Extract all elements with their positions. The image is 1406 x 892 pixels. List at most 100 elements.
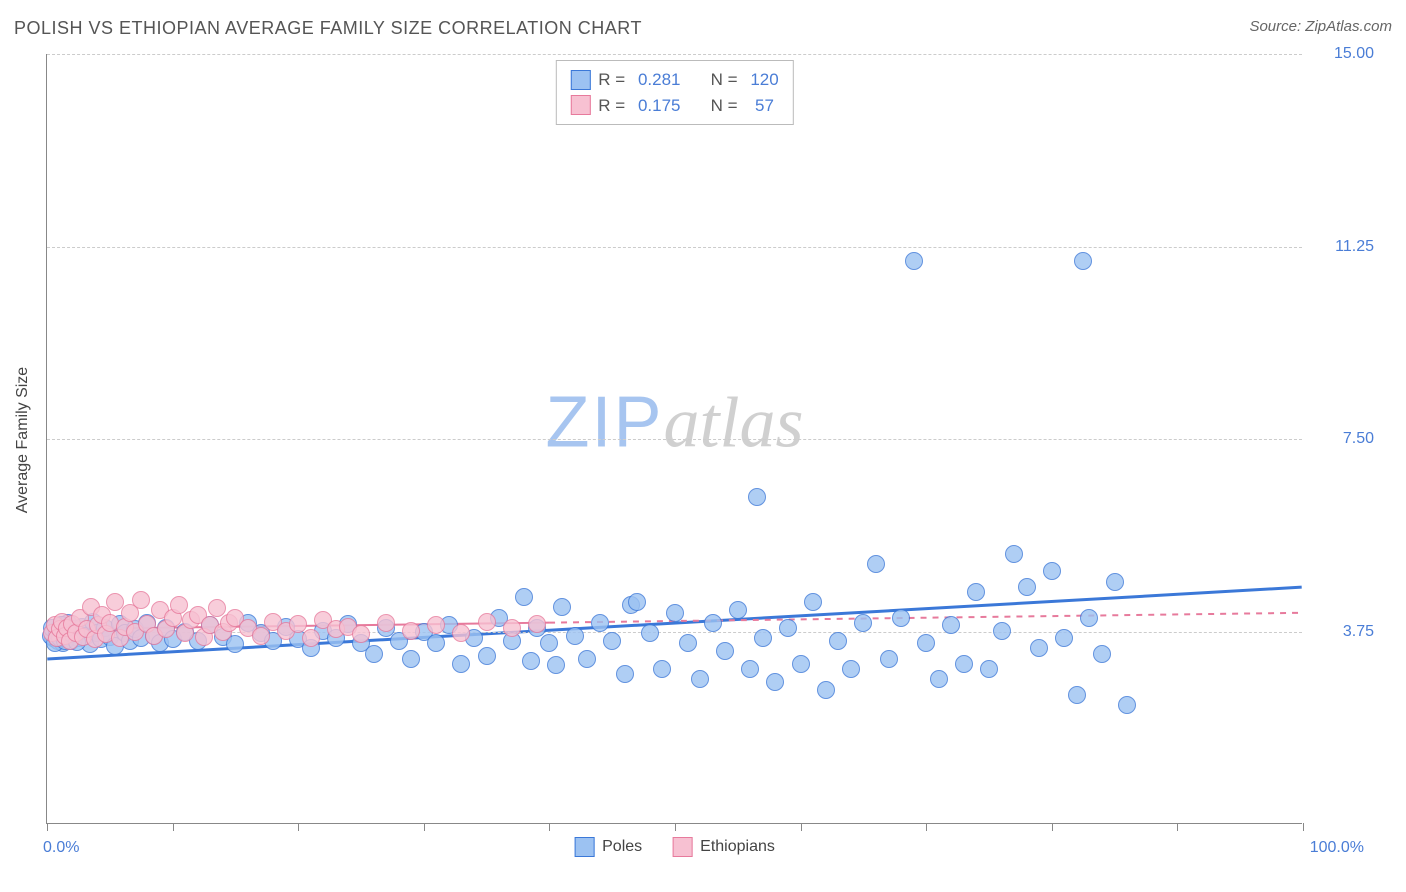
- data-point-poles: [77, 627, 95, 645]
- data-point-ethiopians: [132, 591, 150, 609]
- data-point-poles: [917, 634, 935, 652]
- legend-swatch-poles: [574, 837, 594, 857]
- stats-row-poles: R = 0.281 N = 120: [570, 67, 778, 93]
- data-point-poles: [264, 632, 282, 650]
- data-point-ethiopians: [51, 620, 69, 638]
- plot-area: ZIPatlas R = 0.281 N = 120 R = 0.175 N =…: [46, 54, 1302, 824]
- data-point-ethiopians: [53, 613, 71, 631]
- data-point-poles: [892, 609, 910, 627]
- data-point-poles: [854, 614, 872, 632]
- data-point-ethiopians: [106, 593, 124, 611]
- data-point-poles: [766, 673, 784, 691]
- data-point-poles: [540, 634, 558, 652]
- data-point-poles: [49, 632, 67, 650]
- data-point-poles: [48, 624, 66, 642]
- data-point-poles: [239, 614, 257, 632]
- x-tick: [424, 823, 425, 831]
- data-point-poles: [1068, 686, 1086, 704]
- stats-n-value: 57: [755, 93, 774, 119]
- data-point-poles: [377, 619, 395, 637]
- data-point-ethiopians: [93, 606, 111, 624]
- data-point-poles: [779, 619, 797, 637]
- data-point-poles: [81, 635, 99, 653]
- data-point-poles: [867, 555, 885, 573]
- data-point-ethiopians: [86, 630, 104, 648]
- data-point-poles: [792, 655, 810, 673]
- data-point-poles: [591, 614, 609, 632]
- swatch-ethiopians: [570, 95, 590, 115]
- data-point-ethiopians: [452, 624, 470, 642]
- data-point-poles: [528, 619, 546, 637]
- data-point-poles: [829, 632, 847, 650]
- data-point-ethiopians: [176, 624, 194, 642]
- x-tick: [926, 823, 927, 831]
- y-tick-label: 3.75: [1314, 623, 1374, 641]
- data-point-poles: [716, 642, 734, 660]
- data-point-poles: [967, 583, 985, 601]
- legend-item-ethiopians: Ethiopians: [672, 837, 775, 857]
- data-point-poles: [478, 647, 496, 665]
- data-point-poles: [314, 622, 332, 640]
- data-point-poles: [522, 652, 540, 670]
- data-point-ethiopians: [352, 625, 370, 643]
- data-point-poles: [842, 660, 860, 678]
- data-point-ethiopians: [327, 620, 345, 638]
- legend-label: Poles: [602, 838, 642, 856]
- y-tick-label: 15.00: [1314, 45, 1374, 63]
- data-point-ethiopians: [377, 614, 395, 632]
- y-tick-label: 11.25: [1314, 238, 1374, 256]
- data-point-poles: [43, 619, 61, 637]
- data-point-poles: [905, 252, 923, 270]
- data-point-ethiopians: [67, 624, 85, 642]
- y-gridline: [47, 54, 1302, 55]
- data-point-poles: [427, 634, 445, 652]
- data-point-poles: [92, 630, 110, 648]
- stats-row-ethiopians: R = 0.175 N = 57: [570, 93, 778, 119]
- data-point-poles: [1074, 252, 1092, 270]
- y-gridline: [47, 632, 1302, 633]
- data-point-poles: [503, 632, 521, 650]
- data-point-poles: [96, 619, 114, 637]
- data-point-ethiopians: [277, 622, 295, 640]
- data-point-poles: [47, 622, 65, 640]
- data-point-ethiopians: [182, 611, 200, 629]
- stats-r-value: 0.175: [638, 93, 681, 119]
- data-point-poles: [653, 660, 671, 678]
- data-point-poles: [566, 627, 584, 645]
- data-point-poles: [68, 633, 86, 651]
- y-axis-title: Average Family Size: [14, 367, 32, 513]
- data-point-poles: [42, 627, 60, 645]
- data-point-poles: [151, 634, 169, 652]
- data-point-ethiopians: [121, 604, 139, 622]
- data-point-poles: [1080, 609, 1098, 627]
- data-point-poles: [121, 632, 139, 650]
- data-point-poles: [390, 632, 408, 650]
- data-point-poles: [1043, 562, 1061, 580]
- data-point-ethiopians: [58, 619, 76, 637]
- data-point-poles: [628, 593, 646, 611]
- y-tick-label: 7.50: [1314, 430, 1374, 448]
- watermark: ZIPatlas: [545, 382, 803, 465]
- data-point-ethiopians: [157, 620, 175, 638]
- data-point-poles: [547, 656, 565, 674]
- data-point-ethiopians: [314, 611, 332, 629]
- data-point-ethiopians: [226, 609, 244, 627]
- data-point-poles: [515, 588, 533, 606]
- data-point-poles: [578, 650, 596, 668]
- stats-r-label: R =: [598, 67, 630, 93]
- data-point-ethiopians: [289, 615, 307, 633]
- data-point-poles: [252, 624, 270, 642]
- data-point-ethiopians: [402, 622, 420, 640]
- data-point-poles: [748, 488, 766, 506]
- data-point-poles: [157, 619, 175, 637]
- data-point-ethiopians: [164, 609, 182, 627]
- x-tick: [47, 823, 48, 831]
- data-point-poles: [106, 637, 124, 655]
- stats-r-value: 0.281: [638, 67, 681, 93]
- data-point-poles: [302, 639, 320, 657]
- chart-title: POLISH VS ETHIOPIAN AVERAGE FAMILY SIZE …: [14, 18, 642, 39]
- data-point-poles: [56, 632, 74, 650]
- data-point-poles: [1005, 545, 1023, 563]
- data-point-poles: [817, 681, 835, 699]
- data-point-poles: [189, 632, 207, 650]
